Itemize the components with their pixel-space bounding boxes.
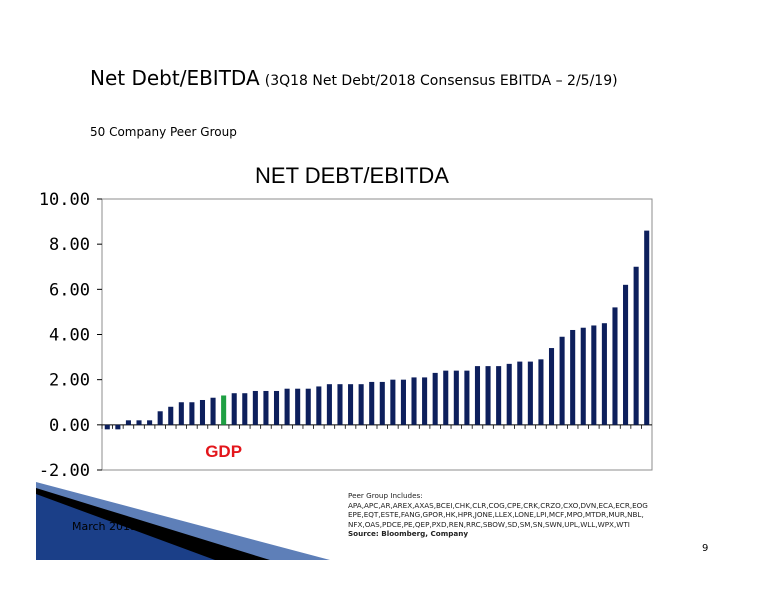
- bar: [316, 386, 322, 425]
- bar: [591, 325, 597, 425]
- bar: [379, 381, 385, 425]
- y-tick-label: 2.00: [49, 371, 90, 391]
- bar: [189, 402, 195, 425]
- bar: [348, 384, 354, 425]
- footnote-label: Peer Group Includes:: [348, 491, 423, 500]
- y-tick-label: 6.00: [49, 280, 90, 300]
- y-tick-label: 10.00: [39, 190, 90, 210]
- bar: [199, 399, 206, 425]
- bar: [644, 230, 650, 425]
- bar: [136, 420, 142, 425]
- slide-title-sub: (3Q18 Net Debt/2018 Consensus EBITDA – 2…: [264, 73, 618, 89]
- bar: [612, 307, 618, 425]
- bar: [157, 411, 163, 425]
- highlight-label: GDP: [205, 442, 242, 461]
- bar: [242, 393, 248, 425]
- bar: [633, 266, 639, 425]
- bar: [496, 366, 502, 425]
- slide-title-main: Net Debt/EBITDA: [90, 66, 260, 90]
- bar: [104, 424, 110, 430]
- bar: [231, 393, 237, 425]
- bar: [411, 377, 417, 425]
- slide-title: Net Debt/EBITDA (3Q18 Net Debt/2018 Cons…: [90, 66, 618, 90]
- bar: [337, 384, 343, 425]
- bar: [284, 388, 290, 425]
- bar: [474, 366, 481, 425]
- bar: [273, 390, 280, 425]
- bar: [263, 390, 269, 425]
- bar: [601, 323, 607, 425]
- bar: [453, 370, 459, 425]
- bar: [548, 348, 555, 425]
- bar: [443, 370, 449, 425]
- bar-highlight: [221, 395, 227, 425]
- footer-stripe-blue: [36, 494, 215, 560]
- bar: [358, 384, 364, 425]
- footer-date: March 2019: [72, 520, 138, 533]
- bar: [168, 406, 174, 425]
- bar: [369, 381, 375, 425]
- bar: [400, 379, 406, 425]
- bar: [422, 377, 428, 425]
- bar: [305, 388, 311, 425]
- bar: [125, 420, 131, 425]
- bar: [432, 372, 438, 425]
- bar: [147, 420, 153, 425]
- page-number: 9: [702, 543, 709, 554]
- y-tick-label: 8.00: [49, 235, 90, 255]
- bar: [517, 361, 523, 425]
- bar: [559, 336, 565, 425]
- bar: [527, 361, 533, 425]
- bar: [295, 388, 301, 425]
- bar: [464, 370, 470, 425]
- bar: [210, 397, 216, 425]
- footnote-tickers: APA,APC,AR,AREX,AXAS,BCEI,CHK,CLR,COG,CP…: [348, 500, 648, 529]
- bar: [178, 402, 184, 425]
- bar: [506, 363, 512, 425]
- y-tick-label: -2.00: [39, 461, 90, 481]
- bar: [623, 284, 629, 425]
- y-tick-label: 0.00: [49, 416, 90, 436]
- footnote-source: Source: Bloomberg, Company: [348, 529, 469, 539]
- bar: [390, 379, 396, 425]
- y-tick-label: 4.00: [49, 326, 90, 346]
- bar: [538, 359, 544, 425]
- bar: [115, 424, 121, 430]
- bar: [252, 390, 258, 425]
- peer-group-footnote: Peer Group Includes: APA,APC,AR,AREX,AXA…: [348, 491, 678, 539]
- bar: [326, 384, 332, 425]
- bar: [570, 329, 576, 425]
- bar: [580, 327, 586, 425]
- chart-title: NET DEBT/EBITDA: [255, 163, 449, 188]
- bar: [485, 366, 491, 425]
- peer-group-label: 50 Company Peer Group: [90, 125, 237, 139]
